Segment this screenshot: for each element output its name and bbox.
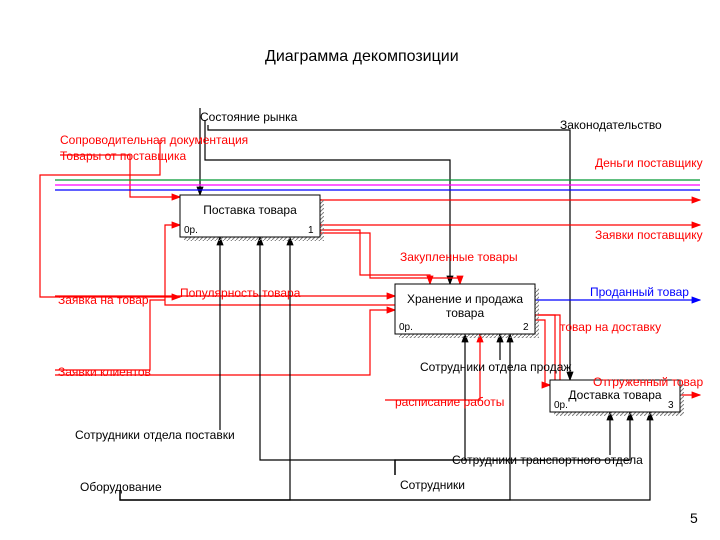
- arrow-18: [55, 300, 165, 370]
- box-b2-corner-r: 2: [523, 322, 529, 333]
- label-3: Товары от поставщика: [60, 149, 186, 163]
- label-4: Деньги поставщику: [595, 156, 703, 170]
- label-12: Отгруженный товар: [593, 375, 703, 389]
- label-7: Заявка на товар: [58, 293, 149, 307]
- page-number: 5: [690, 510, 698, 526]
- label-6: Закупленные товары: [400, 250, 518, 264]
- box-b3-corner-l: 0р.: [554, 400, 568, 411]
- label-5: Заявки поставщику: [595, 228, 703, 242]
- arrow-29: [120, 334, 510, 500]
- label-18: Оборудование: [80, 480, 162, 494]
- label-14: расписание работы: [395, 395, 504, 409]
- box-b1-label: Поставка товара: [180, 203, 320, 217]
- box-b2-label: Хранение и продажа товара: [395, 292, 535, 320]
- label-13: Заявки клиентов: [58, 365, 151, 379]
- box-b3-corner-r: 3: [668, 400, 674, 411]
- label-11: Сотрудники отдела продаж: [420, 360, 571, 374]
- label-15: Сотрудники отдела поставки: [75, 428, 235, 442]
- arrow-3: [40, 140, 180, 297]
- label-17: Сотрудники: [400, 478, 465, 492]
- label-9: Проданный товар: [590, 285, 689, 299]
- label-2: Сопроводительная документация: [60, 133, 248, 147]
- label-0: Состояние рынка: [200, 110, 297, 124]
- box-b2-corner-l: 0р.: [399, 322, 413, 333]
- label-1: Законодательство: [560, 118, 662, 132]
- diagram-title: Диаграмма декомпозиции: [265, 48, 459, 66]
- label-16: Сотрудники транспортного отдела: [452, 453, 643, 467]
- box-b1-corner-r: 1: [308, 225, 314, 236]
- label-10: товар на доставку: [560, 320, 661, 334]
- label-8: Популярность товара: [180, 286, 300, 300]
- box-b3-label: Доставка товара: [550, 388, 680, 402]
- arrow-25: [260, 237, 395, 475]
- box-b1-corner-l: 0р.: [184, 225, 198, 236]
